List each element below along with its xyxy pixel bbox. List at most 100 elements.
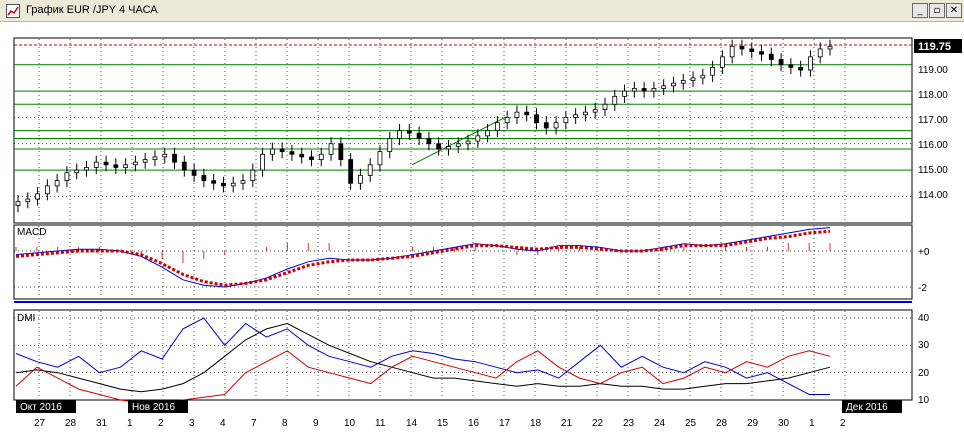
candle-body (680, 80, 686, 84)
x-axis-days: 27 28 31 1 2 3 4 7 8 9 10 11 14 15 16 17 18 21 22 23 24 25 28 2… (34, 418, 846, 429)
candle-body (690, 77, 696, 81)
candle-body (367, 164, 373, 176)
price-candles (14, 39, 912, 213)
candle-body (152, 156, 158, 160)
chart-canvas[interactable]: 119.75 119.00 118.00 117.00 116.00 115.0… (0, 22, 964, 436)
candle-body (54, 180, 60, 187)
candle-body (710, 66, 716, 76)
candle-body (416, 132, 422, 139)
candle-body (455, 143, 461, 147)
month-label: Дек 2016 (846, 402, 888, 413)
day-label: 31 (96, 418, 108, 429)
chart-frame: 119.75 119.00 118.00 117.00 116.00 115.0… (0, 22, 964, 436)
candle-body (543, 122, 549, 129)
candle-body (778, 59, 784, 66)
dmi-plus-line (15, 317, 830, 395)
candle-body (201, 174, 207, 182)
day-label: 11 (375, 418, 386, 429)
candle-body (25, 198, 31, 203)
price-tick: 114.00 (918, 190, 948, 201)
macd-line (15, 227, 831, 288)
candle-body (103, 161, 109, 166)
dmi-label: DMI (17, 313, 35, 324)
candle-body (132, 161, 138, 166)
candle-body (592, 109, 598, 113)
dmi-tick: 20 (918, 368, 930, 379)
candle-body (299, 153, 305, 158)
day-label: 8 (282, 418, 288, 429)
dmi-panel (13, 309, 913, 401)
candle-body (446, 145, 451, 150)
month-label: Окт 2016 (20, 402, 62, 413)
candle-body (485, 130, 490, 137)
current-price-tag (914, 39, 962, 53)
candle-body (250, 169, 256, 182)
minimize-icon[interactable]: _ (912, 3, 928, 18)
candle-body (651, 88, 657, 92)
candle-body (221, 182, 226, 187)
month-label-bg (842, 400, 902, 413)
candle-body (553, 122, 559, 129)
candle-body (260, 153, 265, 171)
price-tick: 116.00 (918, 140, 948, 151)
candle-body (74, 169, 80, 174)
dmi-tick: 10 (918, 395, 930, 406)
day-label: 4 (220, 418, 226, 429)
candle-body (808, 56, 813, 71)
candle-body (44, 185, 50, 195)
close-icon[interactable]: ✕ (946, 3, 962, 18)
day-label: 2 (158, 418, 164, 429)
candle-body (671, 82, 676, 87)
candle-body (181, 161, 187, 171)
candle-body (93, 161, 99, 168)
candle-body (211, 180, 217, 184)
candle-body (309, 156, 314, 160)
day-label: 25 (685, 418, 697, 429)
signal-line (15, 229, 831, 287)
day-label: 22 (592, 418, 604, 429)
candle-body (15, 201, 21, 207)
day-label: 1 (809, 418, 815, 429)
candle-body (172, 153, 177, 163)
day-label: 15 (437, 418, 449, 429)
candle-body (318, 153, 324, 160)
price-tick: 117.00 (918, 115, 948, 126)
candle-body (64, 172, 70, 182)
candle-body (534, 114, 539, 124)
day-label: 29 (747, 418, 759, 429)
window-title: График EUR /JPY 4 ЧАСА (26, 4, 158, 16)
candle-body (719, 56, 725, 68)
restore-icon[interactable]: ▫ (929, 3, 945, 18)
macd-tick: -2 (918, 283, 927, 294)
candle-body (84, 167, 89, 171)
chart-app-icon (6, 4, 20, 18)
current-price-label: 119.75 (918, 41, 951, 53)
day-label: 9 (313, 418, 319, 429)
candle-body (583, 111, 588, 116)
day-label: 14 (406, 418, 418, 429)
day-label: 16 (468, 418, 480, 429)
candle-body (759, 51, 764, 55)
month-label: Нов 2016 (132, 402, 176, 413)
day-label: 3 (189, 418, 195, 429)
candle-body (504, 117, 510, 124)
candle-body (749, 48, 755, 52)
day-label: 23 (623, 418, 635, 429)
candle-body (113, 164, 119, 168)
dmi-tick: 40 (918, 313, 930, 324)
day-label: 17 (499, 418, 511, 429)
candle-body (289, 151, 295, 155)
price-tick: 115.00 (918, 165, 948, 176)
day-label: 1 (127, 418, 133, 429)
candle-body (377, 151, 383, 166)
candle-body (436, 143, 442, 150)
candle-body (563, 117, 569, 124)
macd-panel (13, 224, 913, 300)
candle-body (788, 64, 794, 68)
candle-body (817, 48, 823, 58)
month-label-bg (128, 400, 188, 413)
day-label: 24 (654, 418, 666, 429)
candle-body (269, 148, 275, 155)
day-label: 7 (251, 418, 257, 429)
candle-body (827, 45, 833, 50)
